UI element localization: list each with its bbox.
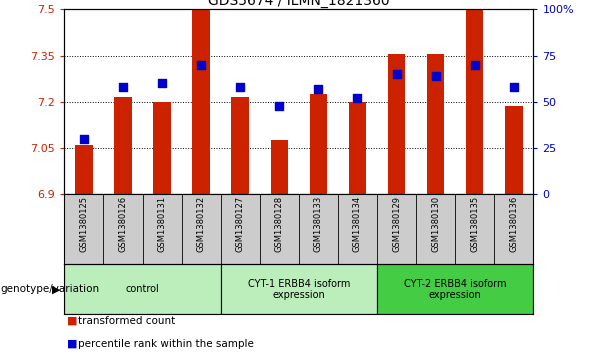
Text: ■: ■: [67, 316, 78, 326]
Point: [79, 136, 89, 142]
Point: [509, 84, 519, 90]
Text: GSM1380133: GSM1380133: [314, 196, 323, 252]
Point: [313, 86, 323, 92]
Bar: [75, 145, 93, 194]
Point: [275, 103, 284, 109]
Text: GSM1380125: GSM1380125: [80, 196, 88, 252]
Text: CYT-2 ERBB4 isoform
expression: CYT-2 ERBB4 isoform expression: [404, 278, 506, 300]
Text: transformed count: transformed count: [78, 316, 176, 326]
Text: GSM1380128: GSM1380128: [275, 196, 284, 252]
Bar: [270, 140, 288, 194]
Bar: [349, 102, 366, 194]
Bar: [505, 106, 522, 194]
Text: GSM1380132: GSM1380132: [197, 196, 205, 252]
Bar: [466, 9, 484, 194]
Bar: [64, 264, 221, 314]
Bar: [310, 94, 327, 194]
Text: ■: ■: [67, 339, 78, 348]
Point: [352, 95, 362, 101]
Text: GSM1380126: GSM1380126: [118, 196, 128, 252]
Point: [196, 62, 206, 68]
Bar: [232, 97, 249, 194]
Bar: [221, 264, 377, 314]
Text: GSM1380135: GSM1380135: [470, 196, 479, 252]
Text: ▶: ▶: [52, 284, 61, 294]
Text: GSM1380131: GSM1380131: [158, 196, 167, 252]
Point: [118, 84, 128, 90]
Text: GSM1380129: GSM1380129: [392, 196, 401, 252]
Text: control: control: [126, 284, 159, 294]
Text: CYT-1 ERBB4 isoform
expression: CYT-1 ERBB4 isoform expression: [248, 278, 350, 300]
Point: [470, 62, 479, 68]
Bar: [427, 54, 444, 194]
Bar: [192, 9, 210, 194]
Point: [157, 81, 167, 86]
Bar: [153, 102, 171, 194]
Text: GSM1380136: GSM1380136: [509, 196, 518, 252]
Bar: [377, 264, 533, 314]
Point: [235, 84, 245, 90]
Bar: [388, 54, 405, 194]
Bar: [114, 97, 132, 194]
Point: [392, 71, 402, 77]
Text: percentile rank within the sample: percentile rank within the sample: [78, 339, 254, 348]
Title: GDS5674 / ILMN_1821360: GDS5674 / ILMN_1821360: [208, 0, 390, 8]
Text: genotype/variation: genotype/variation: [0, 284, 99, 294]
Text: GSM1380134: GSM1380134: [353, 196, 362, 252]
Text: GSM1380127: GSM1380127: [236, 196, 245, 252]
Point: [431, 73, 441, 79]
Text: GSM1380130: GSM1380130: [431, 196, 440, 252]
